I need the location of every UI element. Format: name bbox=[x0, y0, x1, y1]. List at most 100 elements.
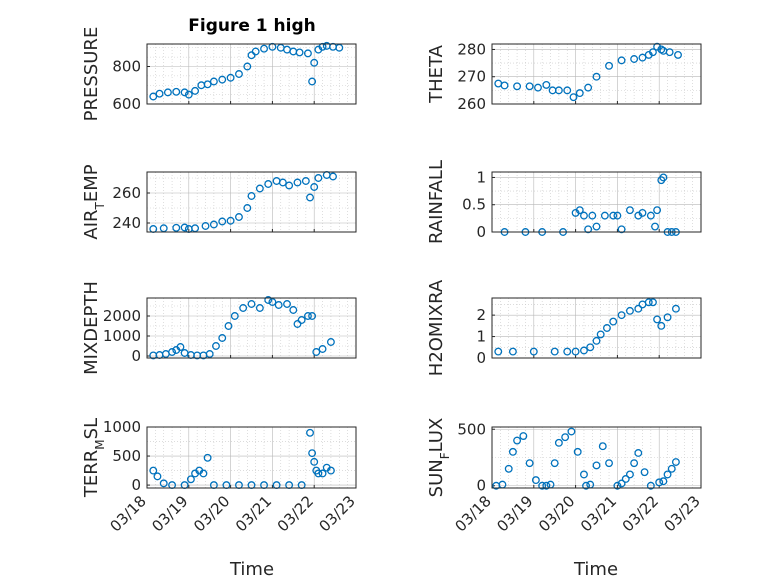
y-axis-label: PRESSURE bbox=[81, 27, 102, 122]
data-point bbox=[646, 211, 655, 220]
data-point bbox=[239, 304, 248, 312]
data-point bbox=[310, 58, 319, 67]
data-point bbox=[224, 322, 233, 330]
y-tick-label: 0 bbox=[476, 477, 486, 495]
data-point bbox=[663, 470, 672, 479]
data-point bbox=[525, 82, 534, 91]
data-point bbox=[529, 347, 538, 356]
data-point bbox=[671, 304, 680, 313]
data-point bbox=[567, 427, 576, 436]
data-point bbox=[630, 55, 639, 63]
data-point bbox=[580, 470, 588, 479]
data-point bbox=[592, 72, 601, 81]
data-point bbox=[149, 92, 158, 101]
data-point bbox=[586, 343, 595, 352]
y-axis-label: MIXDEPTH bbox=[81, 281, 102, 375]
data-point bbox=[278, 178, 287, 187]
data-point bbox=[293, 178, 302, 187]
axes-border bbox=[491, 297, 702, 359]
data-point bbox=[218, 75, 227, 84]
data-point bbox=[648, 298, 657, 307]
data-point bbox=[312, 348, 321, 356]
data-point bbox=[218, 217, 227, 226]
y-axis-label: SUNFLUX bbox=[426, 418, 452, 498]
subplot-1: 600 800 PRESSURE bbox=[81, 27, 357, 122]
data-point bbox=[235, 70, 243, 78]
y-axis-label: H2OMIXRA bbox=[426, 279, 447, 376]
data-point bbox=[613, 481, 622, 490]
data-point bbox=[657, 321, 666, 330]
data-point bbox=[494, 347, 503, 356]
data-point bbox=[180, 223, 189, 232]
data-point bbox=[605, 61, 613, 70]
data-point bbox=[561, 433, 570, 442]
data-point bbox=[268, 298, 277, 306]
data-point bbox=[638, 53, 647, 62]
data-point bbox=[571, 347, 580, 356]
data-point bbox=[297, 316, 306, 324]
data-point bbox=[500, 81, 509, 90]
data-point bbox=[613, 211, 622, 220]
axes-frame bbox=[491, 297, 702, 359]
data-point bbox=[285, 181, 294, 190]
axes-border bbox=[491, 426, 702, 489]
data-point bbox=[638, 208, 647, 217]
data-point bbox=[326, 338, 335, 346]
data-point bbox=[659, 477, 668, 486]
data-point bbox=[592, 222, 601, 231]
data-point bbox=[318, 345, 327, 353]
data-point bbox=[209, 77, 218, 86]
y-tick-label: 800 bbox=[112, 58, 141, 76]
data-point bbox=[243, 204, 252, 212]
y-tick-label: 1000 bbox=[103, 327, 141, 345]
y-tick-label: 260 bbox=[112, 184, 141, 202]
data-point bbox=[199, 469, 208, 478]
data-point bbox=[209, 220, 218, 229]
figure-title: Figure 1 high bbox=[188, 16, 316, 36]
subplot-6: 0 1 2 H2OMIXRA bbox=[426, 279, 702, 376]
data-point bbox=[625, 306, 634, 315]
data-point bbox=[596, 330, 605, 339]
data-point bbox=[600, 211, 609, 220]
data-point bbox=[651, 222, 659, 231]
data-point bbox=[301, 177, 310, 185]
data-point bbox=[255, 304, 264, 312]
data-point bbox=[303, 312, 312, 320]
data-point bbox=[573, 447, 582, 456]
data-point bbox=[605, 459, 613, 468]
data-point bbox=[306, 193, 314, 202]
x-axis-label-left: Time bbox=[229, 559, 274, 580]
data-point bbox=[617, 225, 626, 234]
data-point bbox=[310, 183, 319, 191]
y-tick-label: 0 bbox=[476, 223, 486, 241]
y-tick-label: 2 bbox=[476, 306, 486, 324]
x-axis-label-right: Time bbox=[573, 559, 618, 580]
data-point bbox=[569, 93, 578, 102]
data-point bbox=[226, 216, 235, 225]
data-point bbox=[609, 317, 618, 326]
axes-border bbox=[146, 297, 357, 359]
data-point bbox=[326, 466, 335, 475]
data-point bbox=[617, 311, 626, 320]
data-point bbox=[625, 470, 634, 479]
data-point bbox=[180, 88, 189, 97]
data-point bbox=[609, 211, 618, 220]
data-point bbox=[295, 48, 304, 57]
y-axis-label: RAINFALL bbox=[426, 160, 447, 244]
axes-border bbox=[491, 171, 702, 233]
data-point bbox=[247, 300, 256, 308]
data-point bbox=[534, 83, 542, 92]
subplot-grid: 600 800 PRESSURE 260 270 280 THETA 240 260 AIRTEM… bbox=[81, 27, 704, 536]
axes-border bbox=[146, 43, 357, 105]
data-point bbox=[513, 82, 522, 91]
y-tick-label: 1000 bbox=[103, 418, 141, 436]
data-point bbox=[542, 481, 551, 490]
data-point bbox=[625, 206, 634, 215]
y-tick-label: 1 bbox=[476, 328, 486, 346]
data-point bbox=[191, 86, 200, 95]
data-point bbox=[251, 47, 260, 56]
y-axis-label: TERRMSL bbox=[81, 418, 107, 498]
data-point bbox=[184, 90, 193, 99]
data-point bbox=[205, 350, 214, 358]
data-point bbox=[525, 459, 534, 468]
